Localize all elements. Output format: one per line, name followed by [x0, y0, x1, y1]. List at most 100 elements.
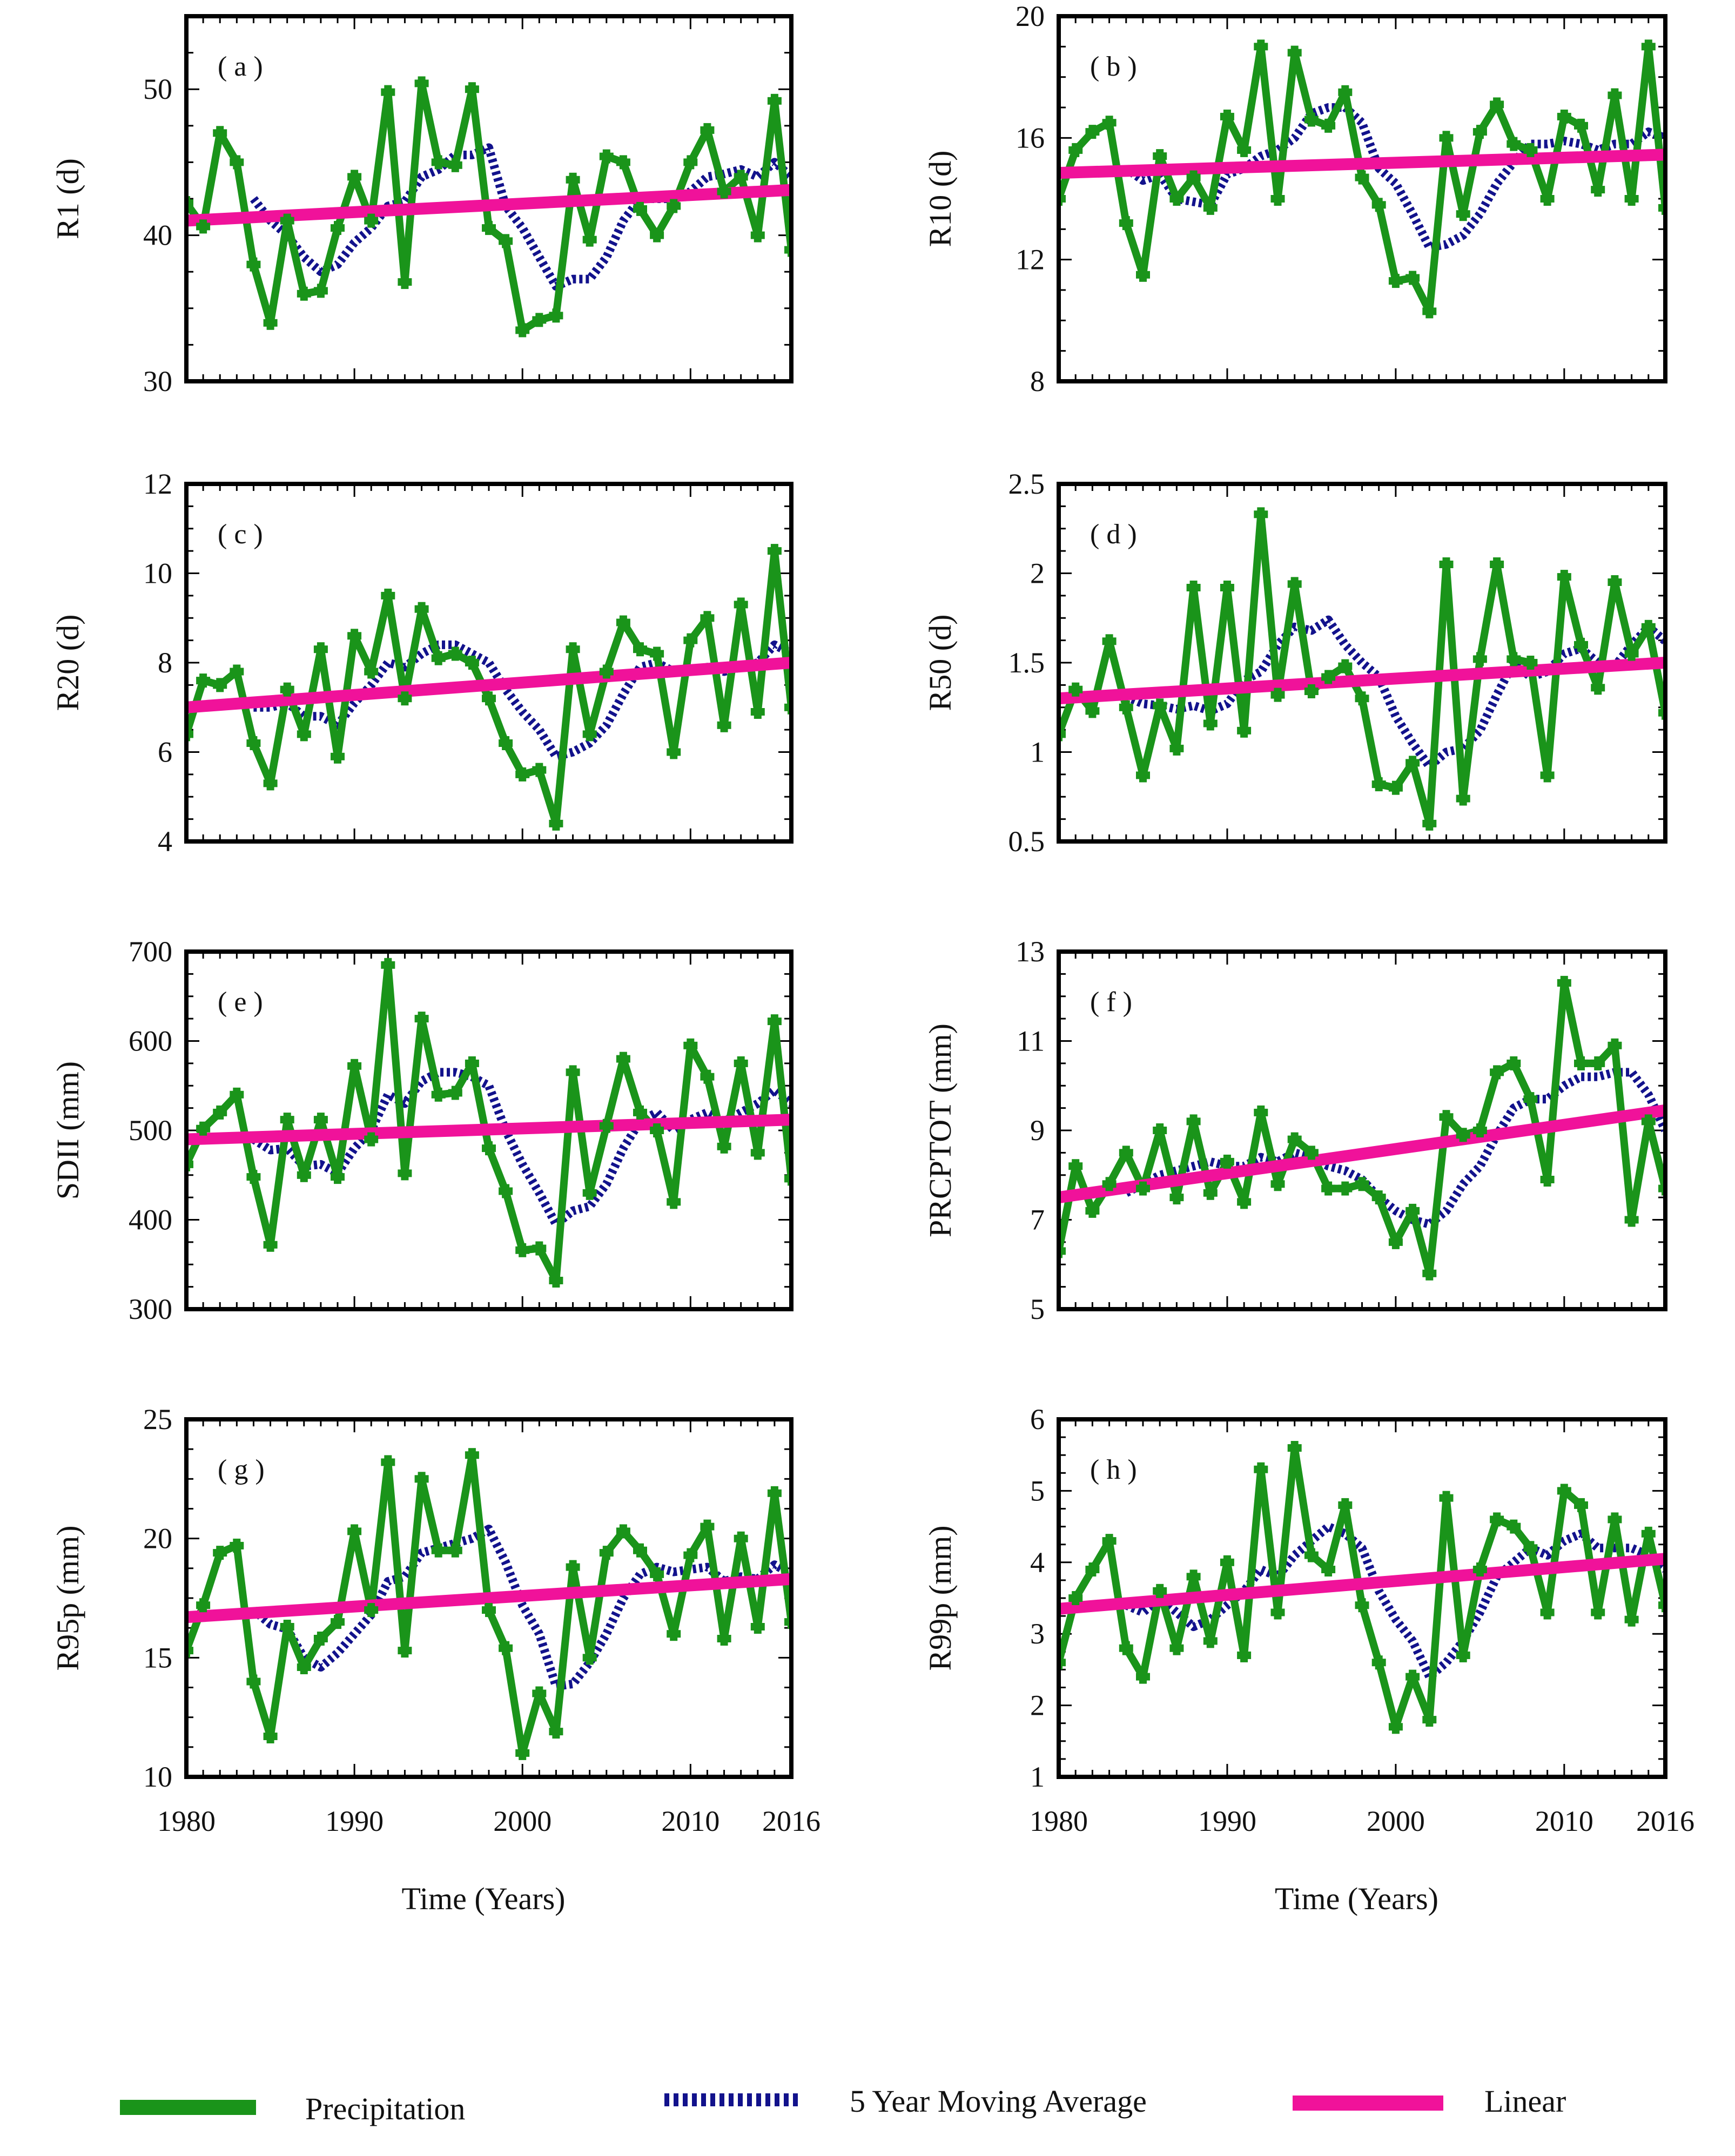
precipitation-points-e [186, 958, 791, 1288]
data-point-h [331, 752, 345, 760]
data-point-h [582, 1654, 597, 1662]
y-tick-label: 6 [1030, 1403, 1045, 1436]
legend-precipitation-label: Precipitation [305, 2091, 465, 2126]
data-point [683, 155, 698, 170]
data-point-h [532, 316, 547, 324]
data-point [297, 727, 311, 742]
data-point [331, 1615, 345, 1629]
chart-panel-a: 30 40 50 R1 (d) ( a ) [50, 14, 793, 397]
data-point [1439, 1491, 1454, 1505]
data-point-h [532, 766, 547, 774]
data-point-h [1270, 1608, 1285, 1616]
data-point [767, 544, 782, 558]
data-point-h [347, 173, 362, 181]
data-point-h [1624, 195, 1639, 203]
data-point [1371, 777, 1386, 792]
data-point-h [1641, 43, 1656, 51]
chart-panel-g: 10 15 20 25 R95p (mm) ( g ) 1980 1990 2000 2010 20… [50, 1403, 821, 1916]
data-point [431, 1087, 446, 1102]
data-point [1085, 125, 1100, 139]
data-point [313, 1632, 328, 1646]
data-point-h [196, 1124, 211, 1133]
data-point-h [263, 779, 278, 787]
data-point [1220, 1154, 1234, 1169]
data-point [1153, 698, 1167, 713]
data-point-h [650, 231, 664, 239]
data-point [1220, 1555, 1234, 1569]
data-point-h [700, 126, 715, 134]
data-point-h [1388, 784, 1403, 792]
data-point [515, 1746, 530, 1760]
data-point [313, 642, 328, 657]
data-point [1068, 682, 1083, 697]
data-point [448, 646, 462, 661]
data-point [549, 1274, 563, 1288]
data-point [1085, 1562, 1100, 1576]
data-point-h [566, 1068, 580, 1076]
data-point [532, 1686, 547, 1701]
data-point-h [683, 636, 698, 644]
data-point [1557, 975, 1571, 990]
data-point-h [1169, 195, 1184, 203]
data-point-h [1102, 119, 1117, 127]
data-point [700, 1069, 715, 1084]
plot-frame-h [1057, 1417, 1667, 1779]
data-point [499, 1184, 513, 1198]
data-point-h [1338, 1184, 1353, 1192]
chart-panel-b: 8 12 16 20 R10 (d) ( b ) [923, 0, 1667, 397]
data-point [482, 1141, 496, 1156]
series-linear-line [186, 1114, 791, 1146]
data-point-h [1557, 979, 1571, 987]
data-point-h [1456, 1131, 1470, 1139]
data-point-h [230, 668, 244, 676]
data-point [532, 763, 547, 777]
data-point [1102, 1177, 1117, 1191]
data-point-h [566, 645, 580, 653]
data-point-h [1338, 88, 1353, 96]
data-point-h [431, 158, 446, 166]
y-tick-label: 11 [1017, 1025, 1045, 1057]
data-point-h [246, 260, 261, 268]
data-point [700, 1519, 715, 1534]
data-point [750, 228, 765, 242]
data-point-h [532, 1244, 547, 1252]
data-point-h [1287, 1444, 1302, 1452]
data-point [1574, 1056, 1588, 1070]
data-point-h [1321, 122, 1336, 130]
data-point [1490, 557, 1504, 571]
data-point-h [1540, 1176, 1555, 1183]
data-point-h [1237, 1198, 1252, 1206]
data-point [347, 1059, 362, 1073]
data-point-h [213, 1108, 227, 1116]
series-linear-line [1059, 149, 1665, 179]
data-point [616, 1524, 630, 1539]
y-axis-label: R50 (d) [923, 615, 958, 711]
data-point-h [1406, 759, 1420, 767]
data-point [1355, 1598, 1369, 1613]
data-point-h [750, 1149, 765, 1157]
data-point [1422, 1266, 1437, 1281]
data-point [297, 1168, 311, 1182]
data-point-h [1557, 112, 1571, 120]
data-point [331, 749, 345, 764]
y-tick-label: 1.5 [1008, 646, 1045, 679]
data-point [1624, 1612, 1639, 1627]
data-point-h [448, 161, 462, 169]
data-point-h [1439, 1494, 1454, 1502]
data-point [633, 642, 647, 657]
data-point-h [667, 1630, 681, 1638]
data-point [381, 1455, 395, 1470]
data-point [1119, 1146, 1133, 1160]
data-point-h [1321, 673, 1336, 681]
data-point-h [700, 1522, 715, 1531]
data-point [1608, 1038, 1622, 1053]
data-point [1287, 577, 1302, 591]
data-point [196, 1598, 211, 1613]
data-point [1068, 143, 1083, 157]
data-point-h [1068, 685, 1083, 693]
data-point [549, 816, 563, 831]
data-point-h [1422, 1269, 1437, 1277]
data-point [1439, 557, 1454, 571]
chart-panel-h: 1 2 3 4 5 6 R99p (mm) ( h ) 1980 1990 2000 2010 2016… [923, 1403, 1694, 1916]
